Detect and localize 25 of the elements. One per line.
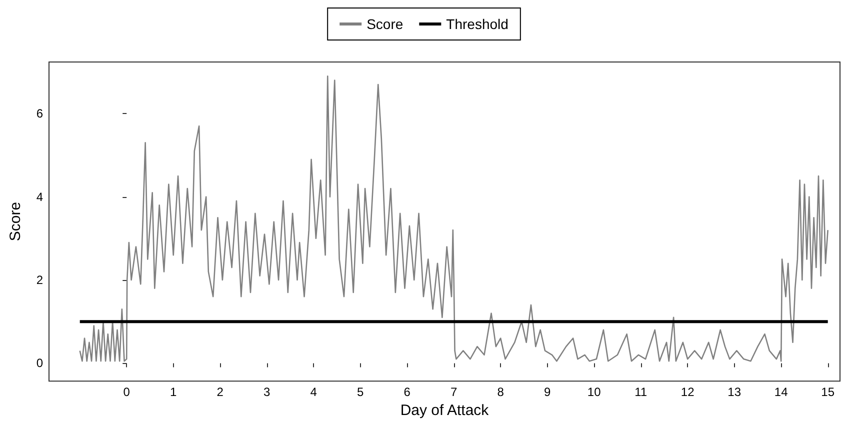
x-tick-label: 9 <box>544 385 552 400</box>
x-tick-label: 12 <box>680 385 695 400</box>
x-axis-title: Day of Attack <box>400 402 490 419</box>
x-tick-label: 11 <box>634 385 648 400</box>
legend-label: Score <box>366 16 404 32</box>
x-tick-label: 10 <box>587 385 602 400</box>
x-tick-label: 1 <box>170 385 178 400</box>
x-tick-label: 6 <box>404 385 411 400</box>
y-tick-label: 0 <box>36 356 44 370</box>
x-tick-label: 5 <box>357 385 364 400</box>
x-tick-label: 13 <box>728 385 742 400</box>
x-tick-label: 8 <box>497 385 504 400</box>
x-tick-label: 2 <box>216 385 224 400</box>
y-axis-title: Score <box>7 202 24 242</box>
y-tick-label: 2 <box>36 273 44 288</box>
x-tick-label: 15 <box>821 385 835 400</box>
x-tick-label: 0 <box>123 385 130 400</box>
x-tick-label: 7 <box>450 385 458 400</box>
y-tick-label: 4 <box>36 190 44 204</box>
x-tick-label: 4 <box>310 385 318 400</box>
y-tick-label: 6 <box>36 106 44 121</box>
line-series <box>79 75 828 362</box>
legend-label: Threshold <box>446 16 508 32</box>
x-tick-label: 14 <box>774 385 788 400</box>
x-tick-label: 3 <box>264 385 271 400</box>
